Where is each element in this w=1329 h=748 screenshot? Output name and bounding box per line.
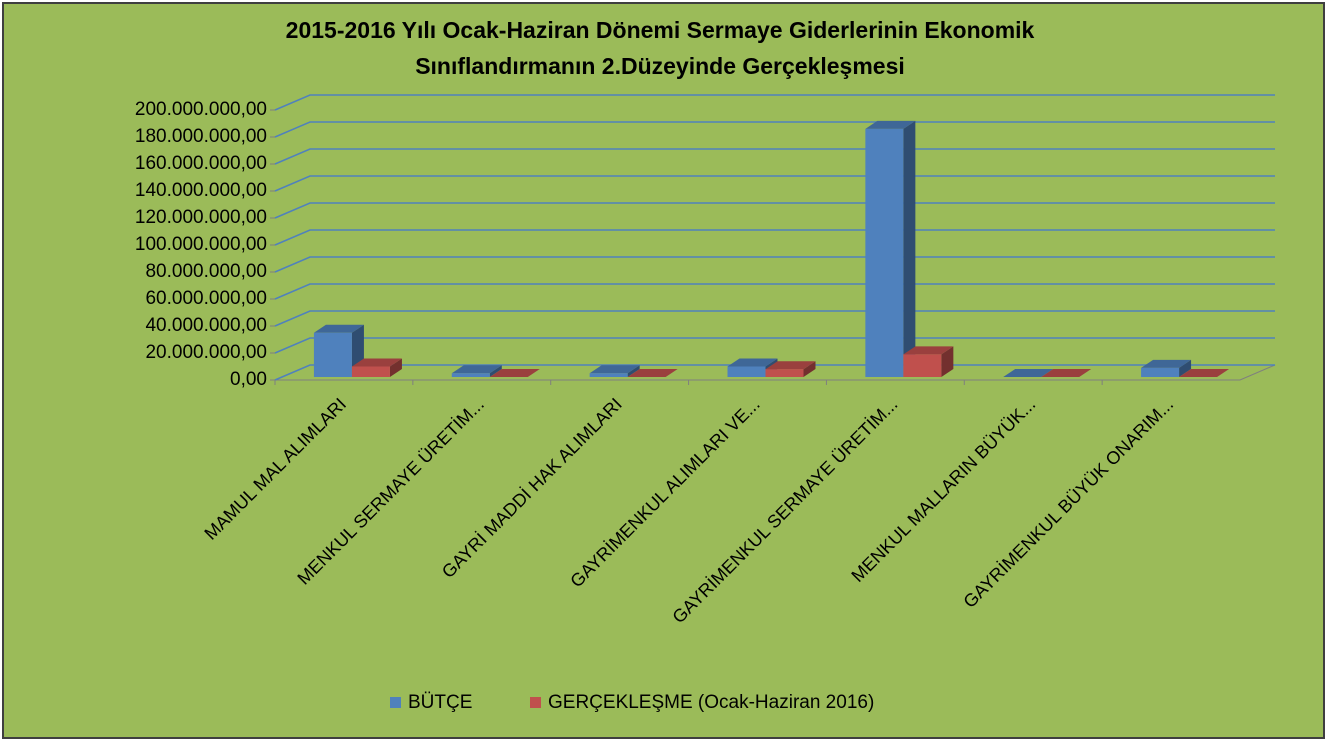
bar-side: [389, 358, 402, 377]
bar-group: [589, 365, 640, 377]
bar-group: [903, 346, 954, 377]
bar-top: [489, 369, 540, 377]
y-tick-label: 60.000.000,00: [145, 288, 267, 309]
y-tick-label: 120.000.000,00: [135, 207, 267, 228]
bar-top: [1141, 359, 1192, 368]
bar: [727, 366, 766, 377]
bar-group: [489, 369, 540, 377]
bar-group: [1179, 369, 1230, 377]
bar: [1141, 367, 1180, 377]
bar-top: [313, 324, 364, 333]
bar-group: [1141, 359, 1192, 377]
bar-group: [765, 361, 816, 377]
bar-group: [451, 365, 502, 377]
bar-top: [1003, 369, 1054, 377]
legend-swatch: [530, 697, 541, 708]
y-tick-label: 0,00: [230, 369, 267, 390]
bar-top: [903, 346, 954, 355]
bar-top: [765, 361, 816, 370]
bar-top: [727, 358, 778, 367]
y-tick-label: 40.000.000,00: [145, 315, 267, 336]
bar-top: [589, 365, 640, 374]
chart-title: Sınıflandırmanın 2.Düzeyinde Gerçekleşme…: [415, 53, 905, 79]
grid-line: [274, 175, 1275, 192]
y-tick-label: 20.000.000,00: [145, 342, 267, 363]
bar-top: [351, 358, 402, 367]
bar-top: [1179, 369, 1230, 377]
y-tick-label: 200.000.000,00: [135, 99, 267, 120]
bar: [313, 332, 352, 377]
bar: [865, 128, 904, 377]
bar: [765, 369, 804, 377]
bar-top: [627, 369, 678, 377]
bar: [351, 366, 390, 377]
bar-group: [313, 324, 364, 377]
bar-side: [903, 120, 916, 378]
chart-title: 2015-2016 Yılı Ocak-Haziran Dönemi Serma…: [286, 17, 1035, 43]
legend-label: BÜTÇE: [408, 692, 472, 713]
bar-side: [1179, 359, 1192, 377]
grid-line: [274, 202, 1275, 219]
bar-side: [941, 346, 954, 377]
grid-line: [274, 256, 1275, 273]
grid-line: [274, 121, 1275, 138]
bar: [451, 373, 490, 377]
grid-line: [274, 283, 1275, 300]
y-tick-label: 140.000.000,00: [135, 180, 267, 201]
bar-top: [865, 120, 916, 129]
grid-line: [274, 94, 1275, 111]
grid-line: [274, 148, 1275, 165]
bar-top: [451, 365, 502, 374]
y-tick-label: 160.000.000,00: [135, 153, 267, 174]
bar: [903, 354, 942, 377]
grid-line: [274, 229, 1275, 246]
bar-group: [865, 120, 916, 378]
bar-side: [803, 361, 816, 377]
bar: [589, 373, 628, 377]
bar-group: [1003, 369, 1054, 377]
legend-label: GERÇEKLEŞME (Ocak-Haziran 2016): [548, 692, 874, 713]
bar-group: [627, 369, 678, 377]
bar-top: [1041, 369, 1092, 377]
bar-group: [351, 358, 402, 377]
bar-side: [489, 365, 502, 377]
grid-line: [274, 337, 1275, 354]
bar-group: [1041, 369, 1092, 377]
grid-line: [274, 310, 1275, 327]
y-tick-label: 80.000.000,00: [145, 261, 267, 282]
legend-swatch: [390, 697, 401, 708]
y-tick-label: 100.000.000,00: [135, 234, 267, 255]
y-tick-label: 180.000.000,00: [135, 126, 267, 147]
bar-side: [627, 365, 640, 377]
